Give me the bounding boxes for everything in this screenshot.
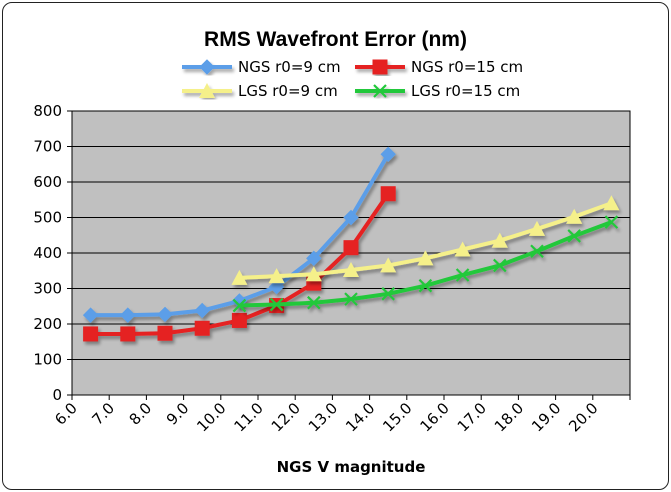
data-point (305, 266, 322, 282)
data-point (344, 292, 358, 306)
legend-marker (372, 59, 388, 75)
series-layer (82, 146, 620, 342)
x-tick-label: 20.0 (565, 399, 601, 435)
data-point (381, 287, 395, 301)
data-point (269, 297, 284, 312)
data-point (157, 306, 173, 323)
data-point (604, 215, 619, 229)
x-tick-label: 18.0 (491, 399, 527, 435)
data-point (232, 298, 247, 313)
y-tick-label: 300 (33, 280, 62, 298)
y-tick-label: 800 (33, 102, 62, 120)
data-point (455, 268, 470, 282)
data-point (491, 232, 508, 248)
y-tick-label: 400 (33, 244, 62, 262)
data-point (380, 186, 396, 202)
data-point (417, 250, 434, 266)
y-tick-label: 0 (52, 386, 62, 404)
x-tick-label: 13.0 (305, 399, 341, 435)
data-point (120, 307, 136, 323)
y-tick-label: 500 (33, 209, 62, 227)
data-point (343, 209, 359, 226)
legend-item-3 (182, 83, 232, 98)
data-point (194, 320, 210, 336)
data-point (157, 325, 173, 341)
x-tick-label: 19.0 (528, 399, 564, 435)
x-tick-label: 16.0 (416, 399, 452, 435)
series-3 (231, 195, 620, 285)
chart-title: RMS Wavefront Error (nm) (204, 28, 467, 51)
x-tick-label: 11.0 (230, 399, 266, 435)
data-point (194, 302, 210, 319)
data-point (343, 240, 359, 256)
legend-label: NGS r0=15 cm (411, 58, 523, 76)
legend-item-4 (355, 84, 405, 98)
data-point (82, 307, 99, 323)
x-tick-label: 17.0 (454, 399, 490, 435)
x-tick-label: 8.0 (126, 399, 156, 429)
data-point (120, 326, 136, 342)
x-axis-label: NGS V magnitude (277, 458, 426, 476)
legend-label: NGS r0=9 cm (238, 58, 341, 76)
data-point (454, 241, 471, 257)
x-tick-label: 14.0 (342, 399, 378, 435)
legend-marker (199, 83, 215, 98)
data-point (343, 262, 359, 278)
data-point (530, 244, 544, 259)
legend-label: LGS r0=9 cm (238, 82, 338, 100)
data-point (603, 195, 620, 211)
series-1 (82, 146, 396, 323)
data-point (231, 312, 247, 328)
legend-label: LGS r0=15 cm (411, 82, 520, 100)
y-tick-label: 200 (33, 315, 62, 333)
data-point (307, 295, 321, 310)
data-point (566, 208, 583, 224)
legend-item-2 (355, 59, 405, 75)
legend-marker (373, 84, 387, 98)
data-point (380, 146, 396, 163)
data-point (380, 257, 397, 273)
legend-item-1 (182, 59, 232, 75)
data-point (529, 220, 545, 236)
data-point (268, 279, 285, 295)
series-4 (232, 215, 619, 313)
data-point (268, 268, 285, 284)
data-point (567, 229, 581, 243)
x-tick-label: 12.0 (268, 399, 304, 435)
data-point (418, 278, 433, 293)
legend: NGS r0=9 cm NGS r0=15 cm LGS r0=9 cm LGS r0… (182, 58, 523, 100)
x-tick-label: 10.0 (193, 399, 229, 435)
x-tick-label: 9.0 (163, 399, 193, 429)
y-tick-label: 600 (33, 173, 62, 191)
x-tick-label: 15.0 (379, 399, 415, 435)
legend-marker (199, 59, 215, 75)
data-point (231, 269, 248, 285)
y-tick-label: 100 (33, 351, 62, 369)
data-point (493, 258, 507, 273)
data-point (306, 250, 322, 267)
x-tick-label: 7.0 (88, 399, 118, 429)
data-point (83, 326, 99, 342)
y-tick-label: 700 (33, 138, 62, 156)
